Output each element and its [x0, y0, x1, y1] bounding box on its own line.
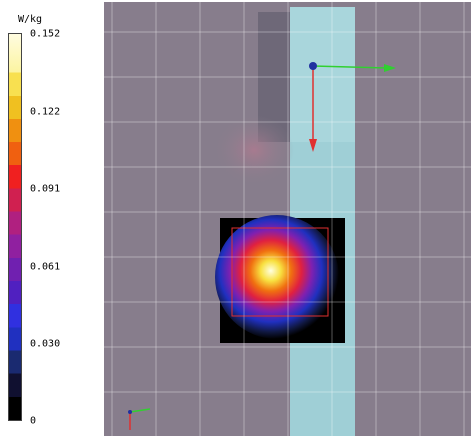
- legend-tick: 0: [30, 415, 37, 427]
- color-bar: [8, 33, 22, 421]
- grid: [104, 2, 471, 436]
- legend-tick: 0.061: [30, 261, 61, 273]
- mini-origin: [128, 410, 132, 414]
- origin: [309, 62, 317, 70]
- legend-tick: 0.091: [30, 183, 61, 195]
- sar-map: [215, 215, 339, 339]
- legend-tick: 0.152: [30, 28, 61, 40]
- mini-axis-x: [129, 408, 151, 413]
- legend-tick: 0.122: [30, 106, 61, 118]
- axis-x: [312, 65, 390, 69]
- source-outline: [231, 227, 329, 317]
- glow: [214, 115, 294, 185]
- legend-unit: W/kg: [18, 14, 43, 25]
- legend-tick: 0.030: [30, 338, 61, 350]
- arrow-y: [309, 139, 317, 152]
- arrow-x: [384, 64, 396, 72]
- 3d-viewport[interactable]: [104, 2, 471, 436]
- color-legend: W/kg 0.152 0.122 0.091 0.061 0.030 0: [0, 0, 102, 436]
